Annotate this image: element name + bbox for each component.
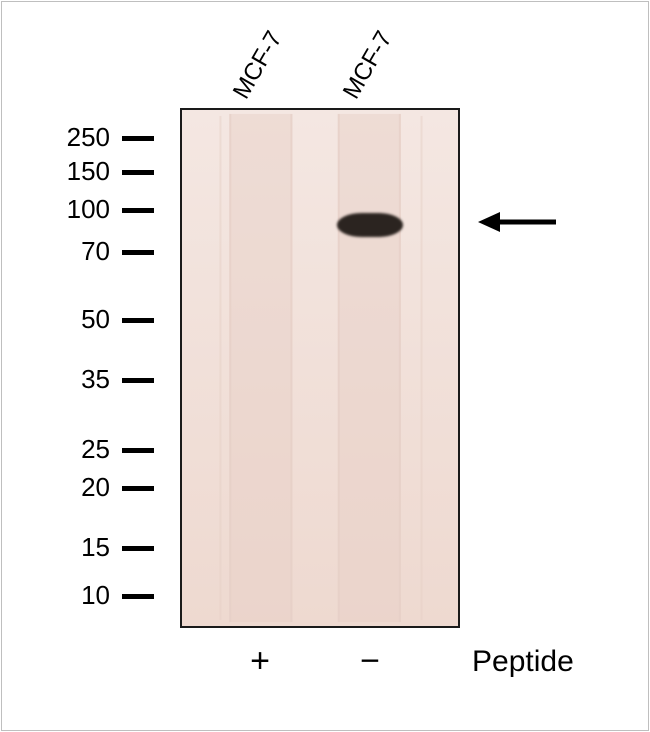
mw-tick-250 bbox=[122, 136, 154, 141]
peptide-sign-minus: − bbox=[350, 642, 390, 681]
mw-label-50: 50 bbox=[0, 304, 110, 335]
mw-tick-15 bbox=[122, 546, 154, 551]
detected-band bbox=[337, 213, 403, 237]
mw-tick-10 bbox=[122, 594, 154, 599]
blot-membrane bbox=[180, 108, 460, 628]
western-blot-figure: 25015010070503525201510 MCF-7MCF-7 +−Pep… bbox=[0, 0, 650, 732]
mw-label-250: 250 bbox=[0, 122, 110, 153]
mw-tick-25 bbox=[122, 448, 154, 453]
mw-label-100: 100 bbox=[0, 194, 110, 225]
mw-label-15: 15 bbox=[0, 532, 110, 563]
mw-tick-100 bbox=[122, 208, 154, 213]
mw-label-20: 20 bbox=[0, 472, 110, 503]
mw-label-150: 150 bbox=[0, 156, 110, 187]
blot-background bbox=[182, 110, 458, 626]
mw-label-10: 10 bbox=[0, 580, 110, 611]
band-arrow bbox=[478, 208, 560, 236]
mw-tick-35 bbox=[122, 378, 154, 383]
mw-tick-70 bbox=[122, 250, 154, 255]
mw-label-35: 35 bbox=[0, 364, 110, 395]
mw-tick-20 bbox=[122, 486, 154, 491]
peptide-sign-plus: + bbox=[240, 642, 280, 681]
peptide-label: Peptide bbox=[472, 645, 574, 679]
mw-label-70: 70 bbox=[0, 236, 110, 267]
mw-tick-150 bbox=[122, 170, 154, 175]
mw-tick-50 bbox=[122, 318, 154, 323]
mw-label-25: 25 bbox=[0, 434, 110, 465]
